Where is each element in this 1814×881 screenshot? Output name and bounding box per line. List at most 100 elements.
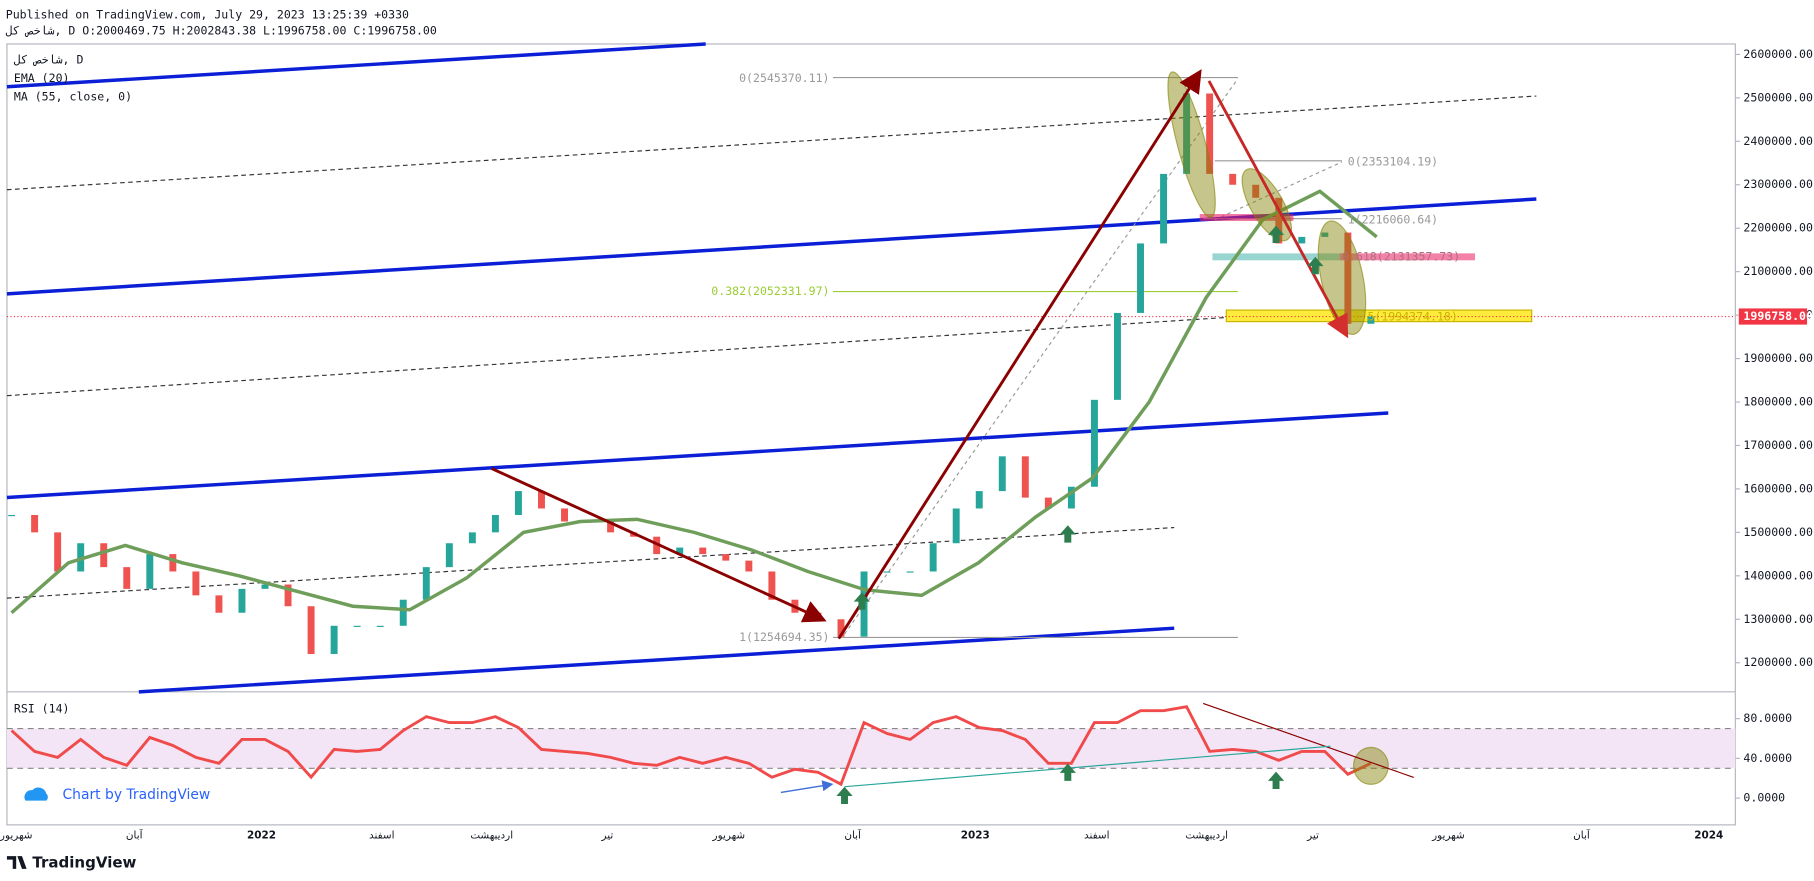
candle [238, 588, 246, 613]
arrows [491, 69, 1414, 794]
candle [1183, 93, 1191, 174]
candle [1367, 316, 1375, 324]
y-tick-label: 1200000.00 [1743, 655, 1813, 669]
x-tick-label: 2023 [961, 829, 990, 841]
y-tick-label: 1300000.00 [1743, 612, 1813, 626]
candle [768, 571, 776, 600]
watermark-text: Chart by TradingView [62, 787, 210, 803]
y-tick-label: 1800000.00 [1743, 395, 1813, 409]
candle [491, 514, 499, 533]
y-tick-label: 80.0000 [1743, 711, 1792, 725]
candle [998, 456, 1006, 492]
y-tick-label: 2500000.00 [1743, 90, 1813, 104]
fib-label: 0.382(2052331.97) [711, 284, 829, 298]
footer-text: TradingView [32, 854, 136, 872]
x-tick-label: 2022 [247, 829, 276, 841]
candle [468, 532, 476, 544]
x-tick-label: 2024 [1694, 829, 1723, 841]
candle [1090, 399, 1098, 487]
candle [883, 571, 891, 573]
x-tick-label: شهریور [712, 829, 746, 841]
x-tick-label: شهریور [1431, 829, 1465, 841]
highlight-ellipses [1167, 71, 1389, 785]
candle [561, 508, 568, 522]
fib-label: 0(2353104.19) [1348, 154, 1438, 168]
y-tick-label: 2600000.00 [1743, 47, 1813, 61]
candle [261, 584, 269, 589]
candle [307, 606, 315, 655]
x-tick-label: اسفند [1084, 829, 1109, 841]
dashed-lines [6, 95, 1537, 599]
fib-diagonals [844, 78, 1343, 635]
fib-label: 1(2216060.64) [1348, 212, 1438, 226]
candle [1114, 312, 1121, 400]
y-tick-label: 2300000.00 [1743, 177, 1813, 191]
legend-item: شاخص کل, D [14, 53, 84, 68]
candle [1298, 236, 1306, 244]
y-tick-label: 1900000.00 [1743, 351, 1813, 365]
x-tick-label: اردیبهشت [1185, 829, 1228, 841]
data-layer [6, 93, 1736, 787]
zone-box [1212, 253, 1340, 261]
candle [1021, 456, 1029, 498]
rsi-line [10, 705, 1372, 787]
y-tick-label: 40.0000 [1743, 751, 1792, 765]
candle [538, 491, 545, 509]
candle [1160, 173, 1168, 244]
candle [952, 508, 960, 544]
candle [284, 584, 292, 607]
candle [1044, 497, 1052, 509]
candle [676, 547, 684, 555]
x-tick-label: آبان [126, 828, 144, 841]
candle [745, 560, 753, 572]
candle [1229, 173, 1237, 185]
last-price-label: 1996758.00 [1743, 309, 1813, 323]
ma-line [10, 189, 1378, 615]
x-tick-label: آبان [1573, 828, 1591, 841]
fib-label: 0.618(2131357.73) [1342, 249, 1460, 263]
footer-logo: TradingView [6, 854, 137, 872]
candle [31, 514, 39, 533]
zone-box [1225, 309, 1533, 323]
y-tick-label: 1400000.00 [1743, 568, 1813, 582]
candle [1321, 232, 1329, 237]
candle [722, 554, 730, 561]
candle [1344, 232, 1352, 324]
y-tick-label: 1500000.00 [1743, 525, 1813, 539]
x-tick-label: شهریور [0, 829, 32, 841]
fib-label: 0.5(1994374.18) [1354, 310, 1458, 324]
x-tick-label: اسفند [369, 829, 394, 841]
candle [146, 554, 154, 589]
x-tick-label: تیر [1306, 829, 1319, 841]
candle [422, 567, 430, 600]
candle [1067, 486, 1075, 509]
legend-item: MA (55, close, 0) [14, 90, 132, 104]
y-tick-label: 2100000.00 [1743, 264, 1813, 278]
candle [376, 625, 384, 627]
published-line: Published on TradingView.com, July 29, 2… [6, 8, 409, 22]
candle [699, 547, 707, 555]
candle [169, 554, 177, 572]
watermark: Chart by TradingView [16, 779, 213, 810]
y-tick-label: 2400000.00 [1743, 134, 1813, 148]
y-tick-label: 1600000.00 [1743, 481, 1813, 495]
symbol-line: شاخص کل, D O:2000469.75 H:2002843.38 L:1… [6, 24, 437, 39]
y-tick-label: 1700000.00 [1743, 438, 1813, 452]
fib-label: 1(1254694.35) [739, 630, 829, 644]
last-price-tag [1738, 308, 1808, 325]
candle [837, 619, 845, 637]
candle [1252, 184, 1260, 198]
x-tick-label: آبان [844, 828, 862, 841]
candle [353, 625, 361, 627]
zone-box [1199, 214, 1294, 221]
signal-arrows [836, 225, 1324, 805]
candle [975, 491, 983, 509]
candle [192, 571, 200, 596]
candle [1275, 197, 1283, 244]
candle [906, 571, 914, 573]
candle [445, 543, 453, 568]
candle [330, 625, 338, 655]
x-tick-label: تیر [600, 829, 613, 841]
